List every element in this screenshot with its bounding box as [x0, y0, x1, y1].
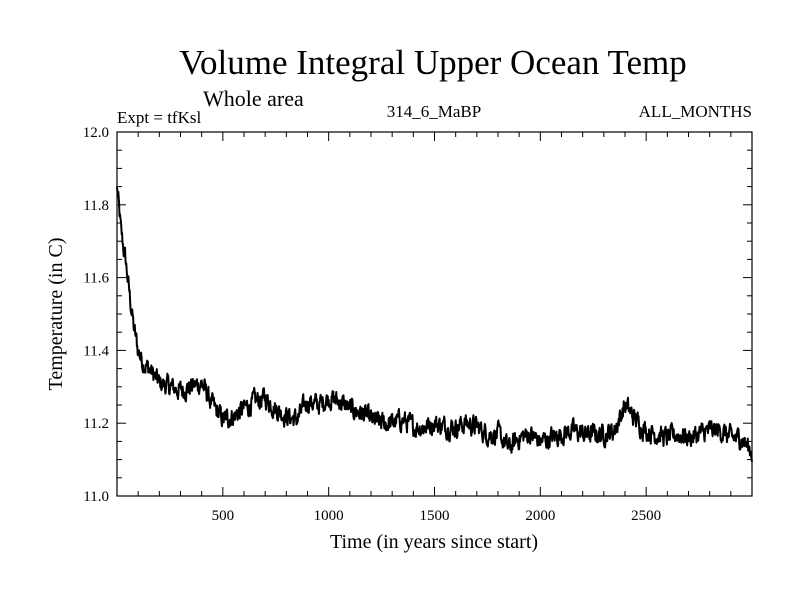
months-label: ALL_MONTHS [639, 102, 752, 121]
x-axis-label: Time (in years since start) [330, 531, 538, 553]
series-line-tfKsl [116, 186, 753, 462]
x-tick-label: 1500 [420, 508, 450, 524]
y-tick-label: 11.0 [83, 489, 109, 505]
y-tick-label: 11.6 [83, 271, 109, 287]
x-tick-label: 1000 [314, 508, 344, 524]
y-tick-label: 11.2 [83, 416, 109, 432]
y-tick-label: 11.8 [83, 198, 109, 214]
chart-title: Volume Integral Upper Ocean Temp [179, 43, 686, 82]
y-axis-label: Temperature (in C) [45, 238, 67, 391]
y-tick-label: 12.0 [83, 125, 109, 141]
y-tick-label: 11.4 [83, 343, 109, 359]
chart-subtitle: Whole area [203, 86, 304, 111]
x-tick-label: 500 [212, 508, 235, 524]
y-axis: 11.0 11.2 11.4 11.6 11.8 12.0 [83, 125, 752, 505]
x-axis: 500 1000 1500 2000 2500 [137, 132, 732, 524]
expt-label: Expt = tfKsl [117, 108, 201, 127]
run-label: 314_6_MaBP [387, 102, 481, 121]
x-tick-label: 2000 [525, 508, 555, 524]
x-tick-label: 2500 [631, 508, 661, 524]
